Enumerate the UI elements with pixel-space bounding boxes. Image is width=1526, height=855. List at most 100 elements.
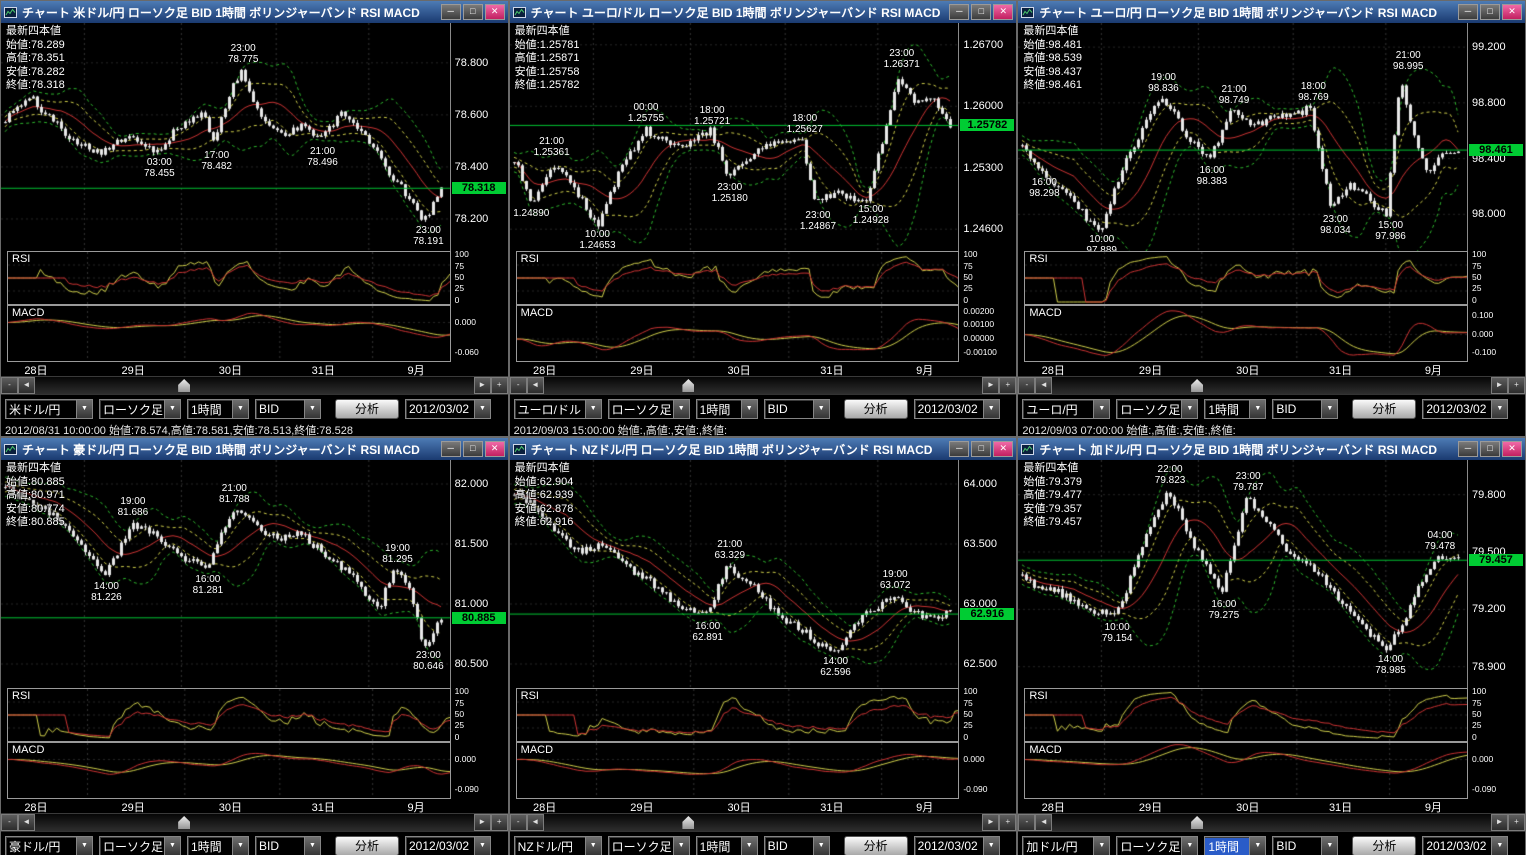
maximize-button[interactable]: □ [462, 4, 483, 20]
candlestick-canvas[interactable] [509, 23, 959, 251]
interval-select[interactable]: 1時間 ▼ [187, 836, 249, 855]
price-side-select[interactable]: BID ▼ [1272, 399, 1339, 419]
rsi-pane[interactable]: RSI [1024, 688, 1468, 742]
minimize-button[interactable]: ─ [949, 441, 970, 457]
chart-type-select[interactable]: ローソク足 ▼ [607, 836, 690, 855]
analyze-button[interactable]: 分析 [1352, 399, 1417, 419]
pair-select[interactable]: 加ドル/円 ▼ [1022, 836, 1111, 855]
zoom-in-button[interactable]: + [999, 814, 1017, 831]
interval-select[interactable]: 1時間 ▼ [187, 399, 249, 419]
zoom-out-button[interactable]: - [1018, 814, 1036, 831]
candlestick-canvas[interactable] [1, 460, 450, 688]
interval-select[interactable]: 1時間 ▼ [1204, 399, 1267, 419]
analyze-button[interactable]: 分析 [843, 399, 908, 419]
scroll-left-button[interactable]: ◄ [18, 814, 35, 831]
maximize-button[interactable]: □ [462, 441, 483, 457]
close-button[interactable]: ✕ [1501, 4, 1522, 20]
maximize-button[interactable]: □ [971, 4, 992, 20]
scroll-left-button[interactable]: ◄ [1035, 814, 1053, 831]
minimize-button[interactable]: ─ [949, 4, 970, 20]
price-side-select[interactable]: BID ▼ [255, 399, 321, 419]
window-titlebar[interactable]: チャート 加ドル/円 ローソク足 BID 1時間 ボリンジャーバンド RSI M… [1018, 438, 1525, 460]
price-side-select[interactable]: BID ▼ [763, 836, 830, 855]
macd-pane[interactable]: MACD [7, 305, 451, 362]
date-picker[interactable]: 2012/03/02 ▼ [1422, 399, 1509, 419]
interval-select[interactable]: 1時間 ▼ [695, 836, 758, 855]
chart-type-select[interactable]: ローソク足 ▼ [99, 399, 181, 419]
window-titlebar[interactable]: チャート 豪ドル/円 ローソク足 BID 1時間 ボリンジャーバンド RSI M… [1, 438, 508, 460]
candlestick-canvas[interactable] [1018, 460, 1467, 688]
minimize-button[interactable]: ─ [440, 441, 461, 457]
candlestick-canvas[interactable] [1, 23, 450, 251]
price-side-select[interactable]: BID ▼ [255, 836, 321, 855]
scroll-right-button[interactable]: ► [1490, 814, 1508, 831]
close-button[interactable]: ✕ [993, 4, 1014, 20]
minimize-button[interactable]: ─ [440, 4, 461, 20]
pair-select[interactable]: 米ドル/円 ▼ [5, 399, 93, 419]
chart-type-select[interactable]: ローソク足 ▼ [99, 836, 181, 855]
scrollbar-track[interactable] [543, 377, 983, 394]
zoom-in-button[interactable]: + [490, 814, 508, 831]
scrollbar-track[interactable] [1052, 814, 1491, 831]
macd-canvas[interactable] [516, 306, 959, 361]
scrollbar-track[interactable] [35, 377, 474, 394]
candlestick-canvas[interactable] [509, 460, 959, 688]
analyze-button[interactable]: 分析 [335, 399, 399, 419]
scrollbar-thumb[interactable] [682, 379, 695, 392]
zoom-out-button[interactable]: - [509, 814, 527, 831]
macd-pane[interactable]: MACD [515, 742, 960, 799]
scrollbar-thumb[interactable] [1191, 379, 1204, 392]
minimize-button[interactable]: ─ [1457, 441, 1478, 457]
zoom-out-button[interactable]: - [1, 814, 18, 831]
candlestick-chart[interactable]: 最新四本値 始値:62.904 高値:62.939 安値:62.878 終値:6… [509, 460, 959, 688]
zoom-in-button[interactable]: + [1507, 377, 1525, 394]
pair-select[interactable]: 豪ドル/円 ▼ [5, 836, 93, 855]
rsi-canvas[interactable] [516, 252, 959, 304]
zoom-out-button[interactable]: - [509, 377, 527, 394]
window-titlebar[interactable]: チャート ユーロ/ドル ローソク足 BID 1時間 ボリンジャーバンド RSI … [509, 1, 1017, 23]
scroll-right-button[interactable]: ► [473, 377, 491, 394]
rsi-pane[interactable]: RSI [515, 251, 960, 305]
window-titlebar[interactable]: チャート 米ドル/円 ローソク足 BID 1時間 ボリンジャーバンド RSI M… [1, 1, 508, 23]
scrollbar-thumb[interactable] [178, 816, 191, 829]
rsi-canvas[interactable] [1025, 252, 1467, 304]
maximize-button[interactable]: □ [1479, 4, 1500, 20]
macd-pane[interactable]: MACD [515, 305, 960, 362]
window-titlebar[interactable]: チャート ユーロ/円 ローソク足 BID 1時間 ボリンジャーバンド RSI M… [1018, 1, 1525, 23]
scroll-left-button[interactable]: ◄ [526, 377, 544, 394]
zoom-in-button[interactable]: + [490, 377, 508, 394]
rsi-pane[interactable]: RSI [515, 688, 960, 742]
chart-type-select[interactable]: ローソク足 ▼ [1116, 836, 1199, 855]
rsi-canvas[interactable] [516, 689, 959, 741]
rsi-canvas[interactable] [8, 252, 450, 304]
macd-canvas[interactable] [1025, 306, 1467, 361]
rsi-pane[interactable]: RSI [1024, 251, 1468, 305]
scroll-right-button[interactable]: ► [982, 377, 1000, 394]
macd-canvas[interactable] [1025, 743, 1467, 798]
rsi-canvas[interactable] [8, 689, 450, 741]
maximize-button[interactable]: □ [971, 441, 992, 457]
candlestick-chart[interactable]: 最新四本値 始値:79.379 高値:79.477 安値:79.357 終値:7… [1018, 460, 1467, 688]
zoom-out-button[interactable]: - [1, 377, 18, 394]
chart-type-select[interactable]: ローソク足 ▼ [1116, 399, 1199, 419]
macd-pane[interactable]: MACD [7, 742, 451, 799]
minimize-button[interactable]: ─ [1457, 4, 1478, 20]
close-button[interactable]: ✕ [993, 441, 1014, 457]
interval-select[interactable]: 1時間 ▼ [695, 399, 758, 419]
macd-pane[interactable]: MACD [1024, 305, 1468, 362]
rsi-canvas[interactable] [1025, 689, 1467, 741]
candlestick-canvas[interactable] [1018, 23, 1467, 251]
close-button[interactable]: ✕ [1501, 441, 1522, 457]
date-picker[interactable]: 2012/03/02 ▼ [1422, 836, 1509, 855]
maximize-button[interactable]: □ [1479, 441, 1500, 457]
analyze-button[interactable]: 分析 [335, 836, 399, 855]
date-picker[interactable]: 2012/03/02 ▼ [405, 836, 491, 855]
macd-pane[interactable]: MACD [1024, 742, 1468, 799]
rsi-pane[interactable]: RSI [7, 251, 451, 305]
scroll-left-button[interactable]: ◄ [18, 377, 35, 394]
price-side-select[interactable]: BID ▼ [763, 399, 830, 419]
scrollbar-thumb[interactable] [178, 379, 191, 392]
interval-select[interactable]: 1時間 ▼ [1204, 836, 1267, 855]
scrollbar-thumb[interactable] [1191, 816, 1204, 829]
scroll-left-button[interactable]: ◄ [526, 814, 544, 831]
